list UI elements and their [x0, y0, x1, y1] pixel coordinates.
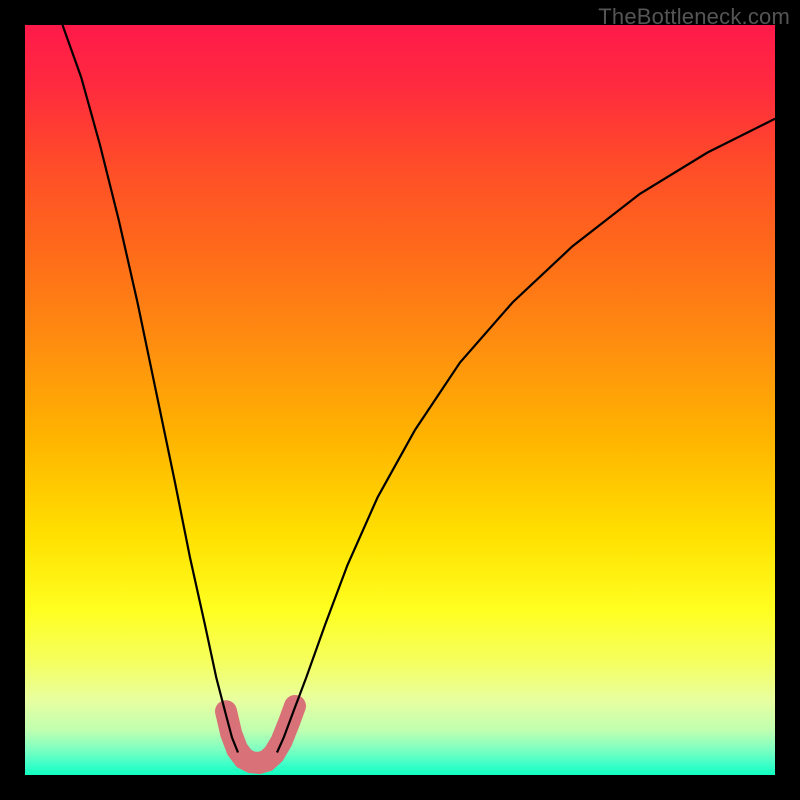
curve-layer — [25, 25, 775, 775]
curve-left-branch — [63, 25, 239, 753]
plot-area — [25, 25, 775, 775]
curve-right-branch — [277, 119, 775, 753]
